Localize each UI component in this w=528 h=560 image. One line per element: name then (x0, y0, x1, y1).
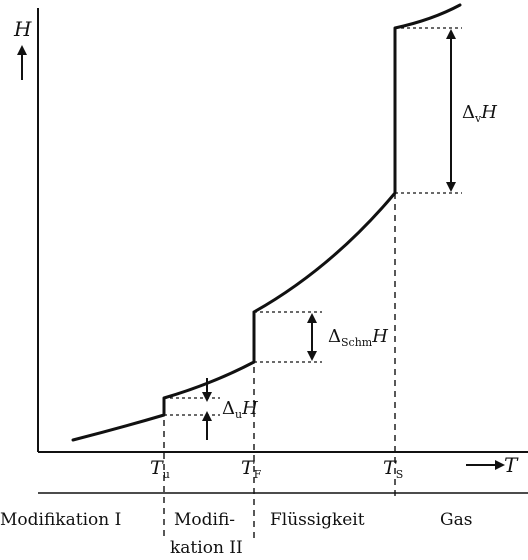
tick-ts: TS (383, 457, 403, 481)
y-axis-label: H (13, 17, 32, 41)
delta-u-label: ΔuH (222, 398, 258, 421)
x-axis-label: T (504, 453, 519, 477)
tick-tf: TF (241, 457, 262, 481)
phase-fluessigkeit: Flüssigkeit (270, 510, 365, 530)
tick-tu: Tu (150, 457, 170, 481)
enthalpy-curve (71, 3, 462, 442)
delta-v-label: ΔvH (462, 102, 497, 125)
phase-gas: Gas (440, 510, 472, 530)
phase-modifikation-2-line1: Modifi- (174, 510, 235, 530)
phase-modifikation-1: Modifikation I (0, 510, 121, 530)
delta-schm-label: ΔSchmH (328, 326, 388, 349)
phase-modifikation-2-line2: kation II (170, 538, 243, 558)
